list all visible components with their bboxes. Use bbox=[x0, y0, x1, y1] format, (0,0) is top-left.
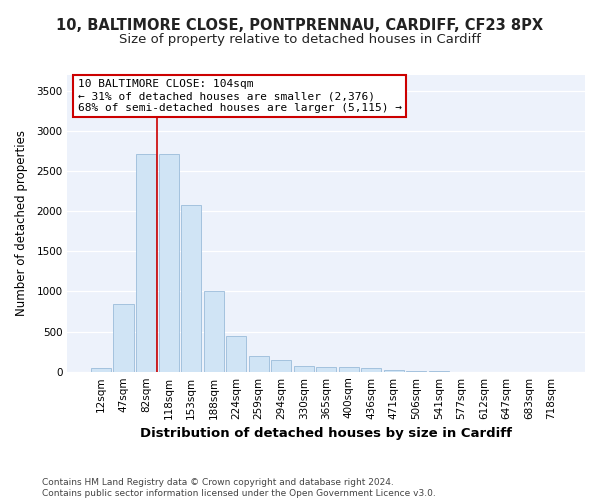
Bar bbox=[136, 154, 156, 372]
Bar bbox=[248, 356, 269, 372]
Text: 10 BALTIMORE CLOSE: 104sqm
← 31% of detached houses are smaller (2,376)
68% of s: 10 BALTIMORE CLOSE: 104sqm ← 31% of deta… bbox=[78, 80, 402, 112]
Bar bbox=[203, 291, 224, 372]
Bar bbox=[316, 367, 337, 372]
Bar bbox=[338, 367, 359, 372]
Bar bbox=[383, 370, 404, 372]
X-axis label: Distribution of detached houses by size in Cardiff: Distribution of detached houses by size … bbox=[140, 427, 512, 440]
Bar bbox=[226, 336, 247, 372]
Bar bbox=[158, 154, 179, 372]
Bar bbox=[361, 368, 382, 372]
Text: 10, BALTIMORE CLOSE, PONTPRENNAU, CARDIFF, CF23 8PX: 10, BALTIMORE CLOSE, PONTPRENNAU, CARDIF… bbox=[56, 18, 544, 32]
Y-axis label: Number of detached properties: Number of detached properties bbox=[15, 130, 28, 316]
Bar bbox=[271, 360, 292, 372]
Text: Size of property relative to detached houses in Cardiff: Size of property relative to detached ho… bbox=[119, 32, 481, 46]
Bar bbox=[293, 366, 314, 372]
Text: Contains HM Land Registry data © Crown copyright and database right 2024.
Contai: Contains HM Land Registry data © Crown c… bbox=[42, 478, 436, 498]
Bar bbox=[181, 206, 201, 372]
Bar bbox=[91, 368, 111, 372]
Bar bbox=[113, 304, 134, 372]
